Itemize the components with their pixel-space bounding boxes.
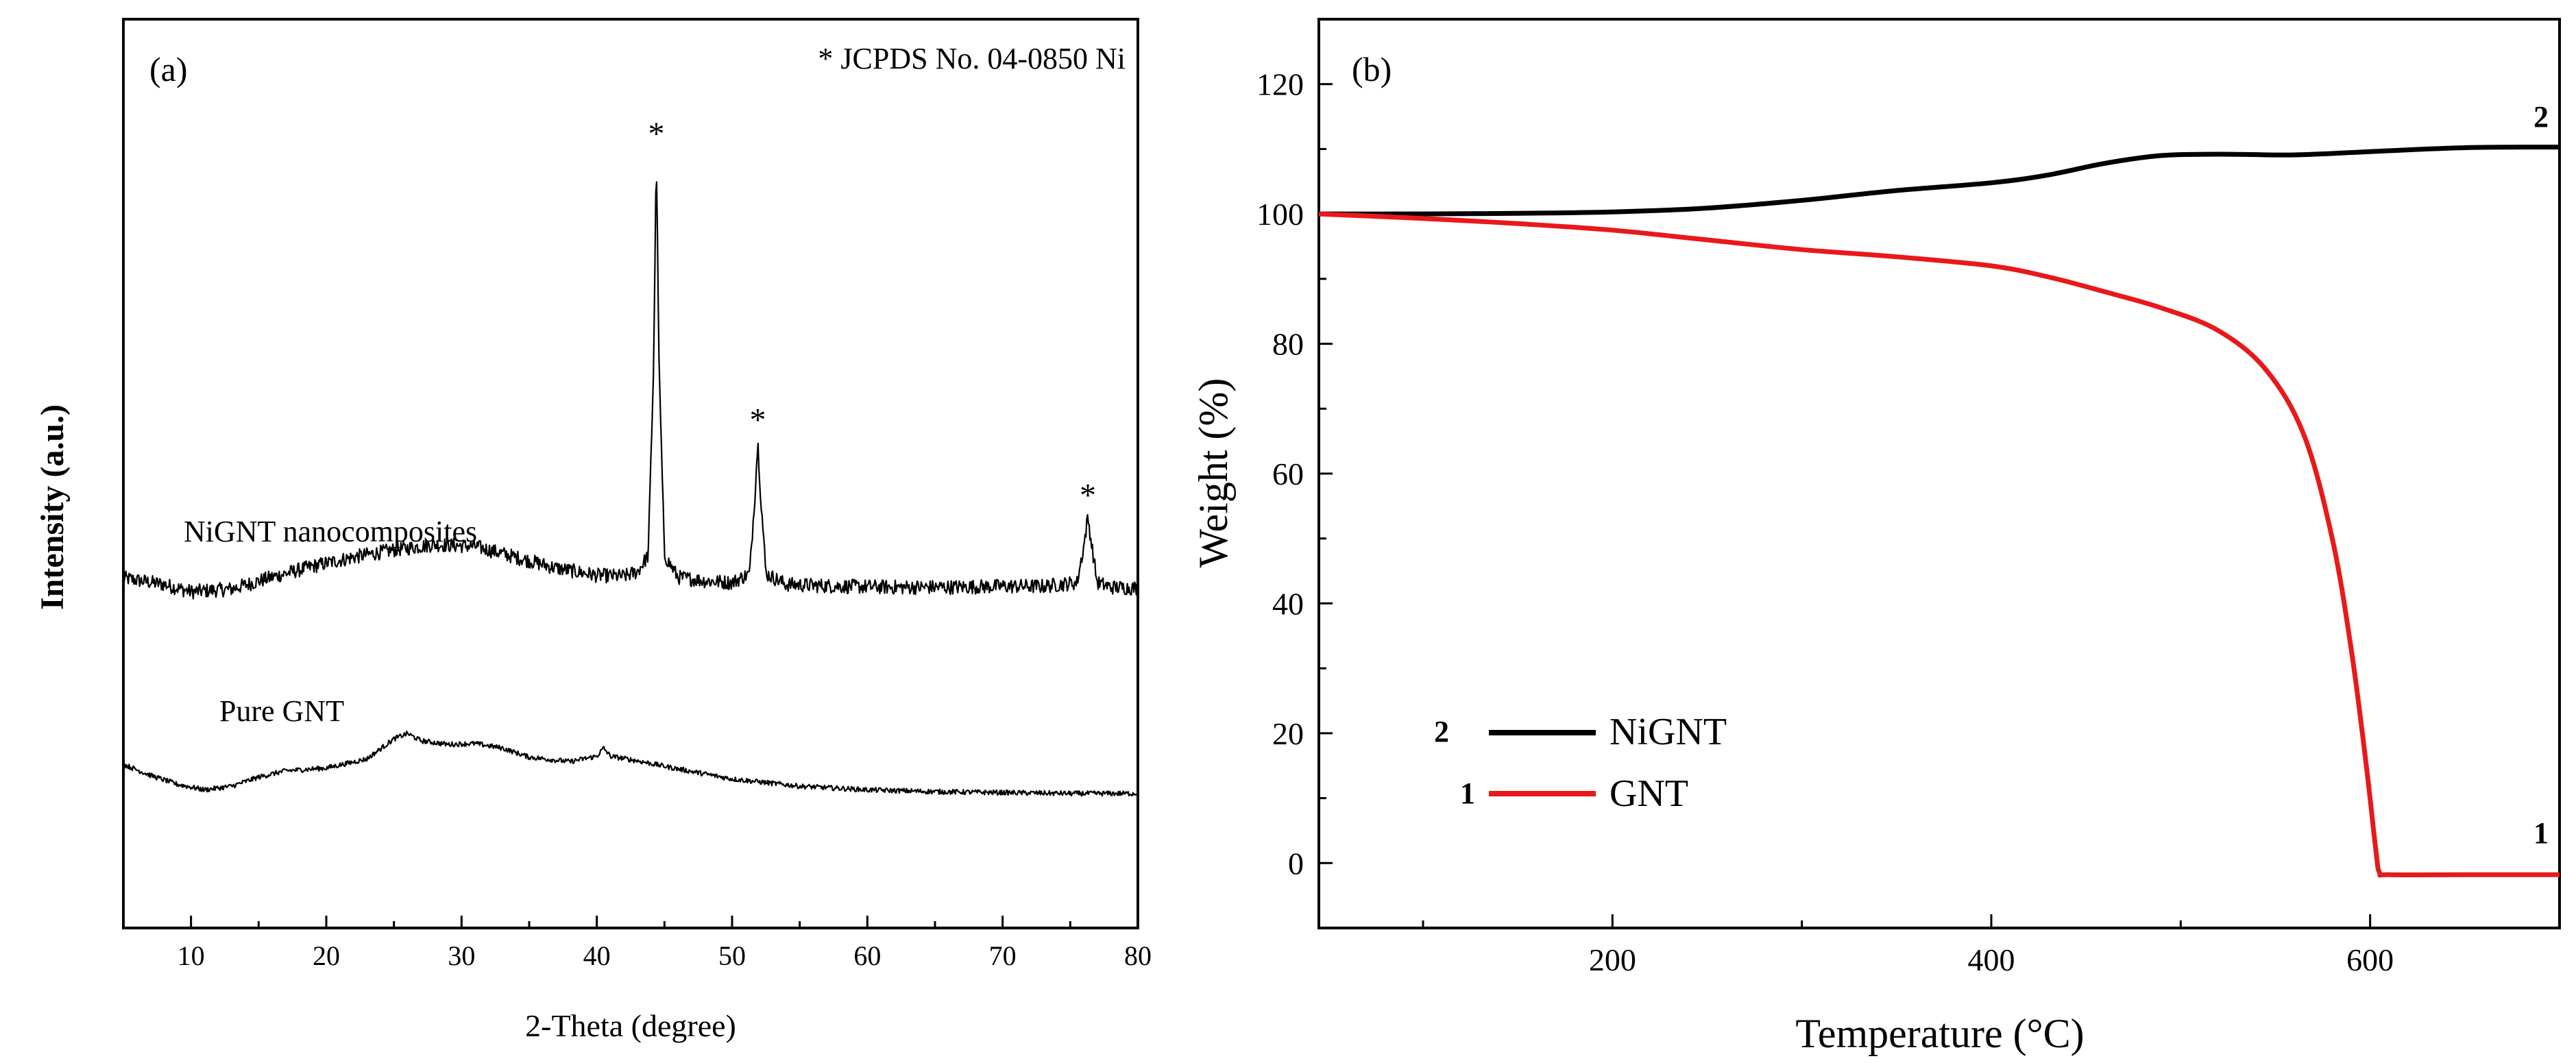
x-tick-label-a-40: 40	[583, 940, 611, 971]
y-tick-label-b-0: 0	[1288, 846, 1304, 881]
legend-label-nignt: NiGNT	[1609, 711, 1727, 753]
series-line-pure-gnt	[123, 731, 1138, 797]
y-tick-label-b-20: 20	[1272, 716, 1304, 751]
x-tick-label-a-10: 10	[178, 940, 205, 971]
x-tick-label-b-600: 600	[2346, 942, 2394, 977]
panel-label-a: (a)	[149, 50, 188, 88]
series-group-b	[1318, 145, 2560, 878]
panel-b: 200 400 600 0 20 40 60 80 100 120 (b) 2 1 2 NiGNT…	[1191, 18, 2561, 1056]
x-tick-label-a-70: 70	[989, 940, 1017, 971]
x-tick-label-a-30: 30	[448, 940, 475, 971]
legend-note-a: * JCPDS No. 04-0850 Ni	[818, 42, 1126, 75]
y-tick-label-b-60: 60	[1272, 456, 1304, 491]
x-axis-ticks-a: 10 20 30 40 50 60 70 80	[178, 916, 1152, 971]
y-tick-label-b-40: 40	[1272, 586, 1304, 621]
x-tick-label-a-80: 80	[1124, 940, 1152, 971]
series-line-gnt	[1318, 211, 2560, 878]
series-label-pure-gnt: Pure GNT	[219, 694, 344, 728]
legend-label-gnt: GNT	[1609, 772, 1688, 815]
peak-marker-51-9: *	[749, 402, 766, 439]
series-line-nignt	[1318, 145, 2560, 217]
panel-a: 10 20 30 40 50 60 70 80 * * * (a) * JCPDS No. 04-…	[34, 18, 1152, 1043]
end-number-gnt: 1	[2534, 816, 2549, 850]
x-tick-label-a-50: 50	[718, 940, 746, 971]
series-label-nignt-nanocomposites: NiGNT nanocomposites	[184, 515, 477, 548]
panel-label-b: (b)	[1352, 50, 1392, 88]
peak-markers-a: * * *	[648, 116, 1095, 514]
series-line-nignt-nanocomposites	[122, 181, 1138, 600]
y-tick-label-b-80: 80	[1272, 327, 1304, 362]
peak-marker-44-4: *	[648, 116, 664, 152]
x-axis-title-b: Temperature (°C)	[1795, 1011, 2084, 1056]
x-tick-label-a-20: 20	[313, 940, 340, 971]
legend-number-nignt: 2	[1434, 715, 1449, 748]
y-tick-label-b-120: 120	[1256, 67, 1304, 102]
x-axis-title-a: 2-Theta (degree)	[525, 1008, 736, 1043]
series-group-a	[122, 181, 1138, 797]
x-tick-label-b-200: 200	[1589, 942, 1636, 977]
axis-ticks-b: 200 400 600 0 20 40 60 80 100 120	[1256, 18, 2561, 977]
x-tick-label-a-60: 60	[853, 940, 881, 971]
y-tick-label-b-100: 100	[1256, 197, 1304, 232]
y-axis-title-a: Intensity (a.u.)	[34, 404, 71, 610]
end-number-nignt: 2	[2534, 100, 2549, 134]
legend-b: 2 NiGNT 1 GNT	[1434, 711, 1727, 815]
plot-frame-a	[122, 18, 1139, 929]
y-axis-title-b: Weight (%)	[1191, 378, 1236, 568]
legend-number-gnt: 1	[1460, 777, 1475, 810]
x-tick-label-b-400: 400	[1967, 942, 2015, 977]
peak-marker-76-3: *	[1080, 478, 1096, 514]
